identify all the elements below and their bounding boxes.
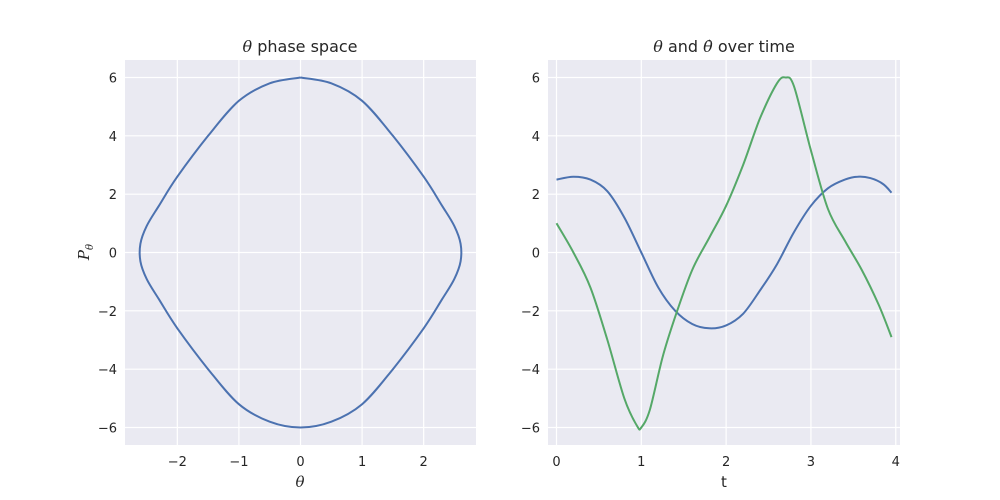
x-tick-label: −1 — [229, 455, 248, 470]
y-axis-label-left: Pθ — [75, 244, 96, 261]
chart-title-left: θ phase space — [242, 37, 357, 56]
x-tick-label: 0 — [296, 455, 304, 470]
y-tick-label: −6 — [521, 422, 540, 437]
series-group-right — [555, 76, 893, 431]
time-series-chart: 0 1 2 3 4 −6 −4 −2 0 2 4 6 θ and θ̇ over time t — [521, 37, 900, 491]
x-axis-label-left: θ — [295, 473, 304, 491]
phase-space-chart: −2 −1 0 1 2 −6 −4 −2 0 2 4 6 θ phase space θ Pθ — [75, 37, 476, 491]
series-group-left — [138, 76, 463, 429]
y-tick-label: −2 — [98, 305, 117, 320]
y-tick-label: 6 — [109, 72, 117, 87]
series-line-right-0 — [556, 175, 893, 330]
series-line-left-0 — [138, 76, 463, 429]
gridlines-left — [125, 60, 476, 445]
x-tick-label: 0 — [552, 455, 560, 470]
gridlines-right — [548, 60, 900, 445]
y-tick-label: 0 — [532, 247, 540, 262]
y-tick-label: 2 — [532, 188, 540, 203]
y-tick-label: 0 — [109, 247, 117, 262]
y-tick-label: 4 — [109, 130, 117, 145]
y-tick-label: −2 — [521, 305, 540, 320]
y-tick-label: −4 — [521, 363, 540, 378]
series-line-right-1 — [555, 76, 893, 431]
chart-title-right: θ and θ̇ over time — [653, 37, 795, 56]
x-tick-label: −2 — [168, 455, 187, 470]
x-ticks-left: −2 −1 0 1 2 — [168, 455, 428, 470]
y-tick-label: 6 — [532, 72, 540, 87]
y-ticks-right: −6 −4 −2 0 2 4 6 — [521, 72, 540, 437]
x-tick-label: 1 — [358, 455, 366, 470]
y-tick-label: −4 — [98, 363, 117, 378]
x-tick-label: 2 — [722, 455, 730, 470]
x-tick-label: 3 — [807, 455, 815, 470]
x-axis-label-right: t — [721, 473, 727, 491]
x-tick-label: 1 — [637, 455, 645, 470]
y-ticks-left: −6 −4 −2 0 2 4 6 — [98, 72, 117, 437]
y-tick-label: 4 — [532, 130, 540, 145]
y-tick-label: −6 — [98, 422, 117, 437]
y-tick-label: 2 — [109, 188, 117, 203]
x-tick-label: 4 — [892, 455, 900, 470]
x-ticks-right: 0 1 2 3 4 — [552, 455, 900, 470]
x-tick-label: 2 — [420, 455, 428, 470]
